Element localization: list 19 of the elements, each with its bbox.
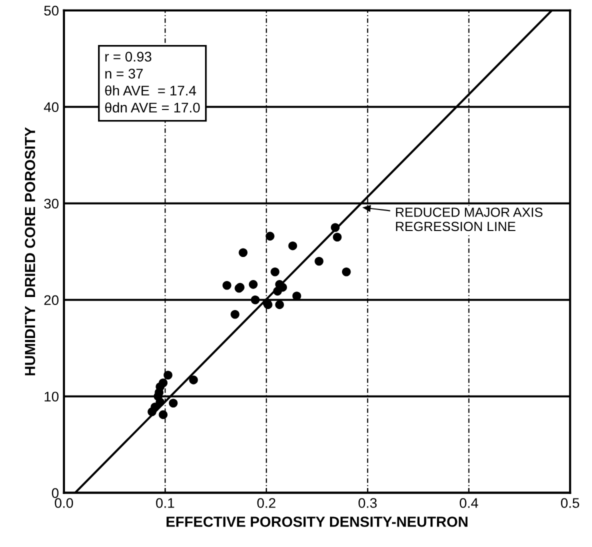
y-tick-label: 20 [44,295,59,306]
y-tick-label: 30 [44,198,59,209]
x-tick-label: 0.0 [54,498,74,508]
y-axis-title: HUMIDITY DRIED CORE POROSITY [24,127,36,376]
y-tick-label: 50 [44,6,59,16]
x-tick-label: 0.5 [560,498,580,508]
x-tick-label: 0.3 [358,498,377,508]
annotation: r = 0.93 [105,52,152,62]
y-tick-label: 10 [44,392,59,402]
x-tick-label: 0.4 [460,498,478,508]
annotation: n = 37 [105,68,143,79]
y-tick-label: 40 [44,102,59,112]
x-tick-label: 0.2 [257,498,276,508]
y-tick-label: 0 [52,488,59,498]
annotation: θdn AVE = 17.0 [105,102,200,113]
x-tick-label: 0.1 [156,498,174,508]
x-axis-title: EFFECTIVE POROSITY DENSITY-NEUTRON [166,516,468,527]
annotation: REDUCED MAJOR AXIS REGRESSION LINE [396,208,542,232]
annotation: θh AVE = 17.4 [105,85,196,96]
